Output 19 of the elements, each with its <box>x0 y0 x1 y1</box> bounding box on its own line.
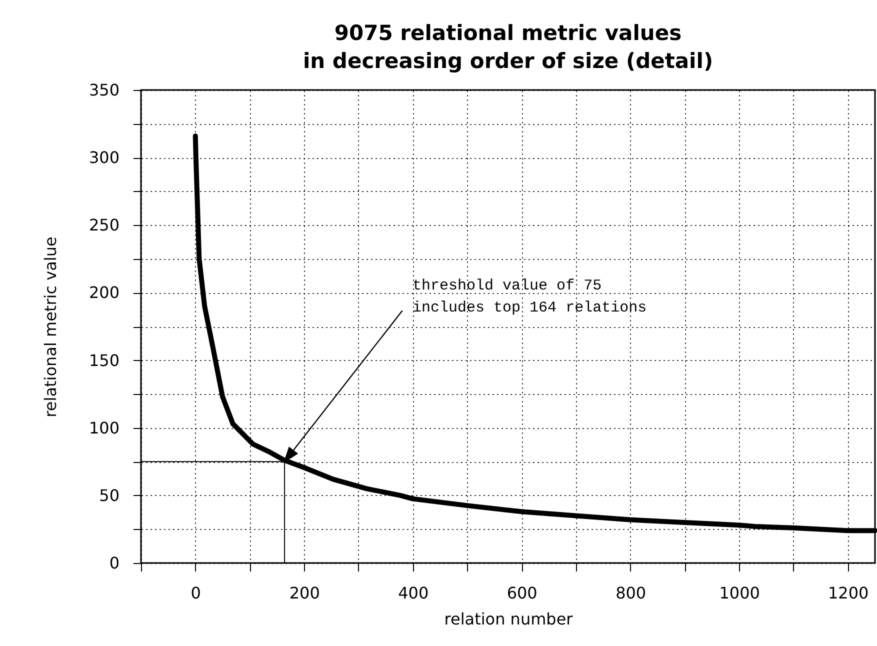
x-tick-label: 0 <box>190 584 201 602</box>
y-tick-label: 200 <box>88 283 120 302</box>
x-tick-label: 200 <box>289 584 320 602</box>
y-tick-label: 100 <box>88 418 120 438</box>
x-tick-label: 800 <box>616 584 646 602</box>
y-tick-label: 350 <box>88 80 120 100</box>
y-tick-label: 250 <box>88 216 120 235</box>
x-tick-label: 1200 <box>828 584 869 602</box>
annotation: threshold value of 75 includes top 164 relations <box>412 278 647 317</box>
x-tick-label: 600 <box>506 584 538 602</box>
chart-title: 9075 relational metric values in decreasing order of size (detail) <box>302 21 714 73</box>
y-tick-label: 50 <box>99 486 120 505</box>
y-tick-label: 150 <box>88 350 120 370</box>
x-tick-label: 400 <box>398 584 429 602</box>
x-axis-title: relation number <box>444 610 574 628</box>
y-tick-label: 0 <box>109 554 120 572</box>
y-tick-label: 300 <box>88 148 120 168</box>
y-axis-title: relational metric value <box>40 236 60 418</box>
x-tick-label: 1000 <box>719 584 760 602</box>
